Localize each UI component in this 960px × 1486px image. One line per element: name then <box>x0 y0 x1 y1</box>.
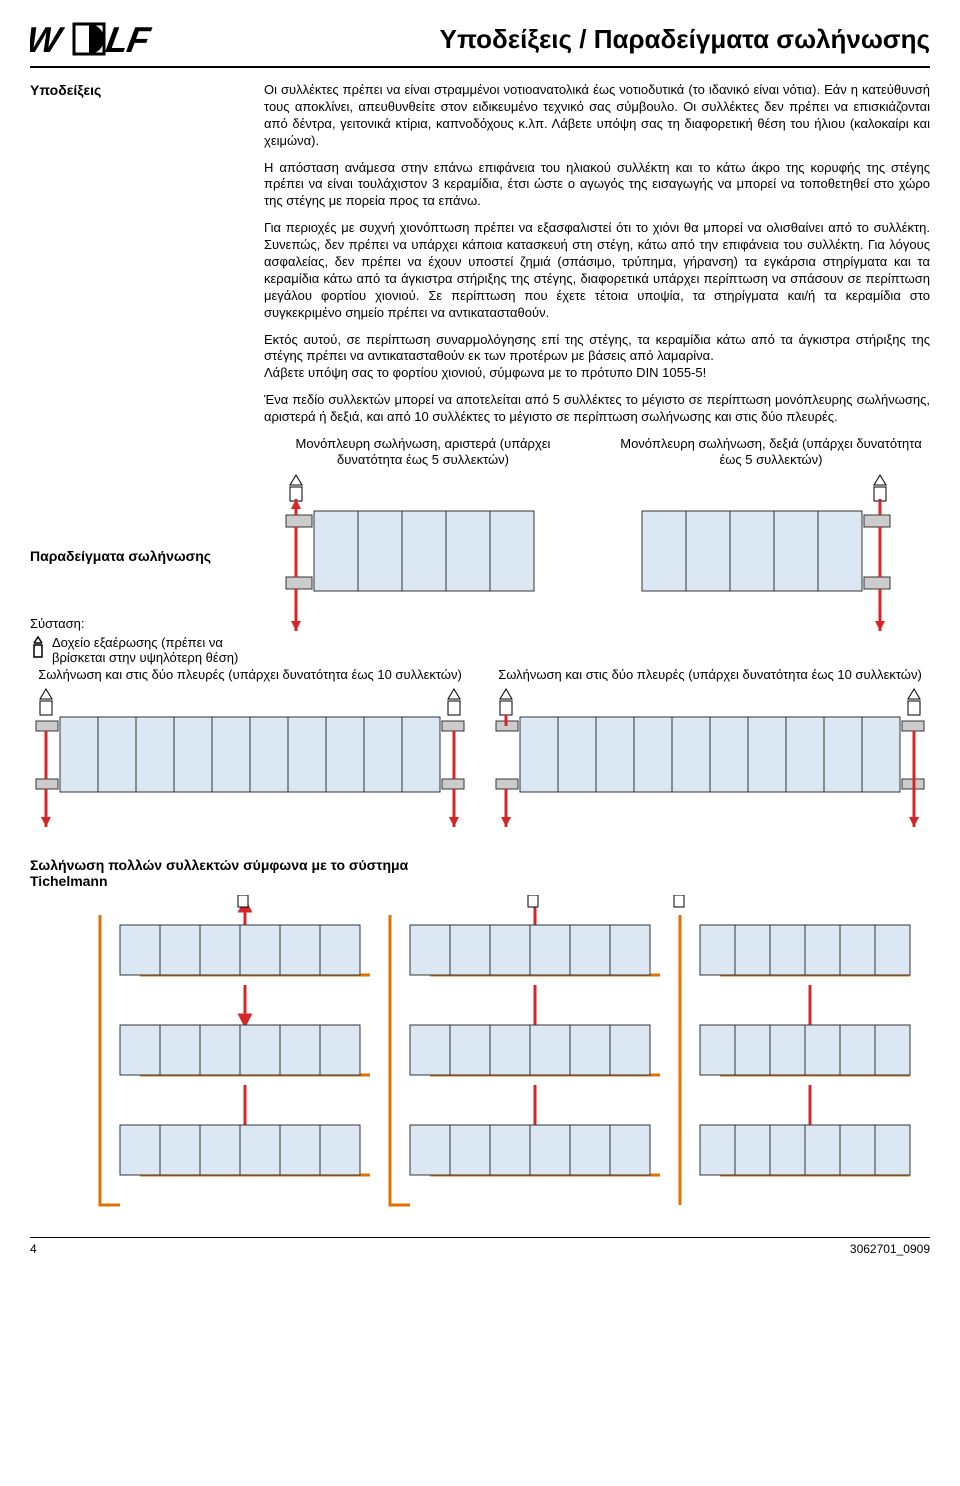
recommendation-text: Δοχείο εξαέρωσης (πρέπει να βρίσκεται στ… <box>52 635 244 665</box>
svg-single-left <box>264 471 564 641</box>
para-2: Η απόσταση ανάμεσα στην επάνω επιφάνεια … <box>264 160 930 211</box>
caption-both-2: Σωλήνωση και στις δύο πλευρές (υπάρχει δ… <box>490 667 930 683</box>
wolf-logo-svg: W LF <box>30 20 180 60</box>
para-4: Εκτός αυτού, σε περίπτωση συναρμολόγησης… <box>264 332 930 366</box>
diagram-both-1: Σωλήνωση και στις δύο πλευρές (υπάρχει δ… <box>30 667 470 837</box>
caption-right: Μονόπλευρη σωλήνωση, δεξιά (υπάρχει δυνα… <box>612 436 930 467</box>
vessel-icon <box>30 635 46 659</box>
content-columns: Υποδείξεις Παραδείγματα σωλήνωσης Σύστασ… <box>30 82 930 667</box>
svg-tichelmann <box>30 895 930 1225</box>
hints-label: Υποδείξεις <box>30 82 244 98</box>
page-number: 4 <box>30 1242 37 1256</box>
para-5: Λάβετε υπόψη σας το φορτίου χιονιού, σύμ… <box>264 365 930 382</box>
diagram-row-1: Μονόπλευρη σωλήνωση, αριστερά (υπάρχει δ… <box>264 436 930 641</box>
para-piping: Ένα πεδίο συλλεκτών μπορεί να αποτελείτα… <box>264 392 930 426</box>
page-header: W LF Υποδείξεις / Παραδείγματα σωλήνωσης <box>30 20 930 68</box>
caption-both-1: Σωλήνωση και στις δύο πλευρές (υπάρχει δ… <box>30 667 470 683</box>
page-footer: 4 3062701_0909 <box>30 1237 930 1256</box>
doc-reference: 3062701_0909 <box>850 1242 930 1256</box>
para-3: Για περιοχές με συχνή χιονόπτωση πρέπει … <box>264 220 930 321</box>
logo: W LF <box>30 20 180 60</box>
svg-text:LF: LF <box>103 20 154 60</box>
left-column: Υποδείξεις Παραδείγματα σωλήνωσης Σύστασ… <box>30 82 244 667</box>
diagram-both-2: Σωλήνωση και στις δύο πλευρές (υπάρχει δ… <box>490 667 930 837</box>
recommendation-item: Δοχείο εξαέρωσης (πρέπει να βρίσκεται στ… <box>30 635 244 665</box>
diagram-left-single: Μονόπλευρη σωλήνωση, αριστερά (υπάρχει δ… <box>264 436 582 641</box>
recommendation-title: Σύσταση: <box>30 616 244 631</box>
svg-text:W: W <box>30 20 67 60</box>
caption-left: Μονόπλευρη σωλήνωση, αριστερά (υπάρχει δ… <box>264 436 582 467</box>
para-1: Οι συλλέκτες πρέπει να είναι στραμμένοι … <box>264 82 930 150</box>
diagram-row-2: Σωλήνωση και στις δύο πλευρές (υπάρχει δ… <box>30 667 930 837</box>
page-title: Υποδείξεις / Παραδείγματα σωλήνωσης <box>180 20 930 55</box>
right-column: Οι συλλέκτες πρέπει να είναι στραμμένοι … <box>264 82 930 667</box>
svg-single-right <box>612 471 912 641</box>
tichelmann-heading: Σωλήνωση πολλών συλλεκτών σύμφωνα με το … <box>30 857 410 889</box>
piping-label: Παραδείγματα σωλήνωσης <box>30 548 244 564</box>
diagram-right-single: Μονόπλευρη σωλήνωση, δεξιά (υπάρχει δυνα… <box>612 436 930 641</box>
